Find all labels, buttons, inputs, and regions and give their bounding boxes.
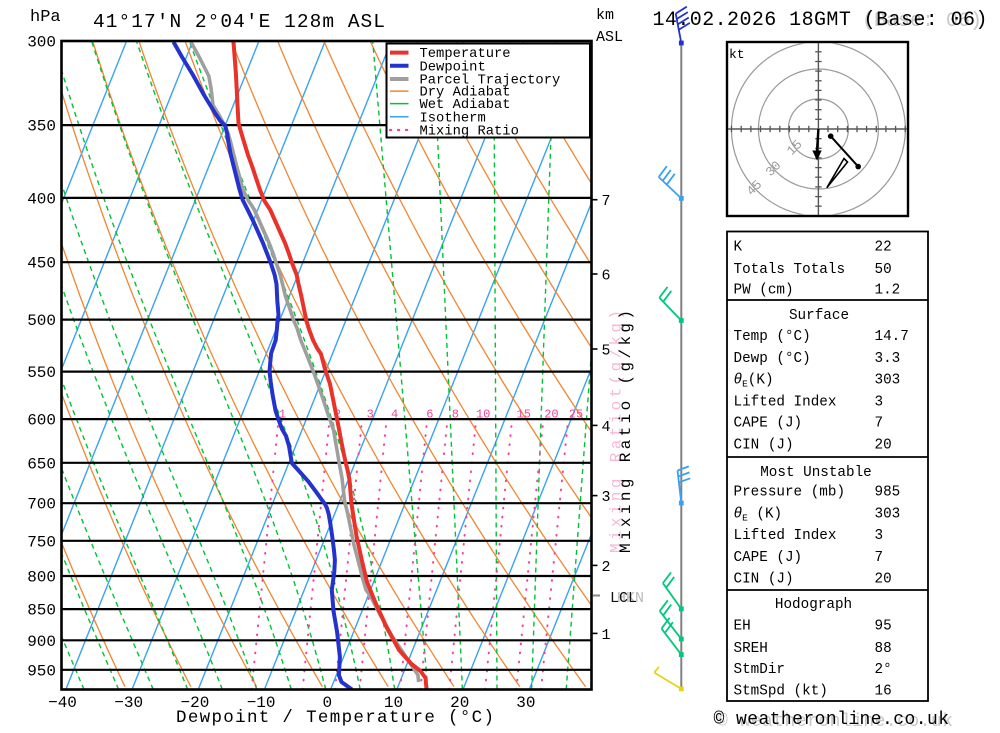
svg-text:StmSpd (kt): StmSpd (kt) xyxy=(734,683,828,699)
svg-text:350: 350 xyxy=(27,118,56,136)
svg-text:22: 22 xyxy=(875,240,892,256)
svg-text:PW (cm): PW (cm) xyxy=(734,282,794,298)
svg-text:© weatheronline.co.uk: © weatheronline.co.uk xyxy=(714,710,950,730)
svg-text:850: 850 xyxy=(27,602,56,620)
svg-text:30: 30 xyxy=(516,694,535,712)
svg-text:303: 303 xyxy=(875,373,901,389)
svg-text:10: 10 xyxy=(476,408,490,422)
svg-text:15: 15 xyxy=(517,408,531,422)
svg-text:6: 6 xyxy=(426,408,433,422)
svg-text:Mixing Ratiot(g/kg): Mixing Ratiot(g/kg) xyxy=(608,310,626,553)
svg-text:EH: EH xyxy=(734,619,751,635)
svg-text:km: km xyxy=(596,7,614,24)
svg-text:8: 8 xyxy=(452,408,459,422)
svg-text:Isotherm: Isotherm xyxy=(420,110,486,126)
svg-text:LCL: LCL xyxy=(610,590,637,607)
svg-text:Pressure (mb): Pressure (mb) xyxy=(734,485,846,501)
svg-text:4: 4 xyxy=(391,408,398,422)
svg-text:CIN (J): CIN (J) xyxy=(734,571,794,587)
svg-text:−20: −20 xyxy=(180,694,209,712)
svg-text:7: 7 xyxy=(602,193,611,210)
svg-text:Totals Totals: Totals Totals xyxy=(734,262,846,278)
svg-text:HKN: HKN xyxy=(617,590,644,607)
svg-text:800: 800 xyxy=(27,569,56,587)
svg-text:Dry Adiabat: Dry Adiabat xyxy=(420,85,511,101)
svg-text:CAPE (J): CAPE (J) xyxy=(734,416,803,432)
svg-text:95: 95 xyxy=(875,619,892,635)
svg-text:700: 700 xyxy=(27,496,56,514)
svg-text:Parcel Trajectory: Parcel Trajectory xyxy=(420,73,561,89)
svg-text:kt: kt xyxy=(729,47,745,62)
svg-text:20: 20 xyxy=(875,571,892,587)
svg-text:Temperature: Temperature xyxy=(420,47,511,62)
svg-text:3.3: 3.3 xyxy=(875,351,901,367)
svg-text:303: 303 xyxy=(875,507,901,523)
svg-text:K: K xyxy=(734,240,743,256)
svg-text:7: 7 xyxy=(875,416,884,432)
svg-text:300: 300 xyxy=(27,34,56,52)
svg-text:4: 4 xyxy=(602,419,611,436)
svg-text:1.2: 1.2 xyxy=(875,282,901,298)
svg-text:5: 5 xyxy=(602,343,611,360)
svg-text:750: 750 xyxy=(27,533,56,551)
svg-text:Hodograph: Hodograph xyxy=(775,597,852,613)
svg-text:3: 3 xyxy=(367,408,374,422)
svg-text:2: 2 xyxy=(602,559,611,576)
svg-text:2°: 2° xyxy=(875,662,892,678)
svg-text:900: 900 xyxy=(27,633,56,651)
svg-text:600: 600 xyxy=(27,412,56,430)
svg-text:ASL: ASL xyxy=(596,29,623,46)
svg-text:41°17'N 2°04'E 128m ASL: 41°17'N 2°04'E 128m ASL xyxy=(93,11,385,33)
svg-text:θE (K): θE (K) xyxy=(734,507,783,524)
svg-text:(Base: 06): (Base: 06) xyxy=(862,10,982,33)
svg-text:CIN (J): CIN (J) xyxy=(734,438,794,454)
svg-text:Mixing Ratio (g/kg): Mixing Ratio (g/kg) xyxy=(617,310,635,553)
svg-text:hPa: hPa xyxy=(30,8,61,27)
svg-text:Dewpoint: Dewpoint xyxy=(420,59,486,75)
svg-text:450: 450 xyxy=(27,255,56,273)
svg-text:16: 16 xyxy=(875,683,892,699)
svg-text:0: 0 xyxy=(322,694,332,712)
svg-text:20: 20 xyxy=(875,438,892,454)
svg-text:Wet Adiabat: Wet Adiabat xyxy=(420,97,511,113)
svg-text:500: 500 xyxy=(27,312,56,330)
svg-text:6: 6 xyxy=(602,268,611,285)
svg-text:© weatheronline.co.uk: © weatheronline.co.uk xyxy=(717,712,953,732)
svg-text:20: 20 xyxy=(450,694,469,712)
svg-text:25: 25 xyxy=(569,408,583,422)
svg-text:550: 550 xyxy=(27,364,56,382)
svg-text:7: 7 xyxy=(875,550,884,566)
svg-text:SREH: SREH xyxy=(734,641,768,657)
svg-text:−40: −40 xyxy=(48,694,77,712)
svg-text:−10: −10 xyxy=(247,694,276,712)
svg-text:−30: −30 xyxy=(114,694,143,712)
svg-text:Temp (°C): Temp (°C) xyxy=(734,329,811,345)
svg-text:θE(K): θE(K) xyxy=(734,373,774,390)
svg-text:50: 50 xyxy=(875,262,892,278)
svg-text:3: 3 xyxy=(602,489,611,506)
svg-text:Lifted Index: Lifted Index xyxy=(734,528,837,544)
svg-text:Surface: Surface xyxy=(789,308,849,324)
svg-text:88: 88 xyxy=(875,641,892,657)
svg-text:10: 10 xyxy=(384,694,403,712)
svg-text:StmDir: StmDir xyxy=(734,662,785,678)
svg-text:Dewpoint / Temperature (°C): Dewpoint / Temperature (°C) xyxy=(176,708,494,728)
svg-text:Dewp (°C): Dewp (°C) xyxy=(734,351,811,367)
svg-text:Most Unstable: Most Unstable xyxy=(760,465,872,481)
svg-text:14.7: 14.7 xyxy=(875,329,909,345)
svg-text:650: 650 xyxy=(27,455,56,473)
svg-text:1: 1 xyxy=(602,627,611,644)
svg-text:400: 400 xyxy=(27,190,56,208)
svg-text:20: 20 xyxy=(544,408,558,422)
svg-text:CAPE (J): CAPE (J) xyxy=(734,550,803,566)
svg-text:14.02.2026 18GMT (Base: 06): 14.02.2026 18GMT (Base: 06) xyxy=(653,9,988,32)
svg-text:3: 3 xyxy=(875,528,884,544)
svg-text:Mixing Ratio: Mixing Ratio xyxy=(420,124,519,140)
svg-text:950: 950 xyxy=(27,662,56,680)
svg-text:3: 3 xyxy=(875,395,884,411)
svg-text:Lifted Index: Lifted Index xyxy=(734,395,837,411)
svg-text:985: 985 xyxy=(875,485,901,501)
svg-text:1: 1 xyxy=(279,408,286,422)
